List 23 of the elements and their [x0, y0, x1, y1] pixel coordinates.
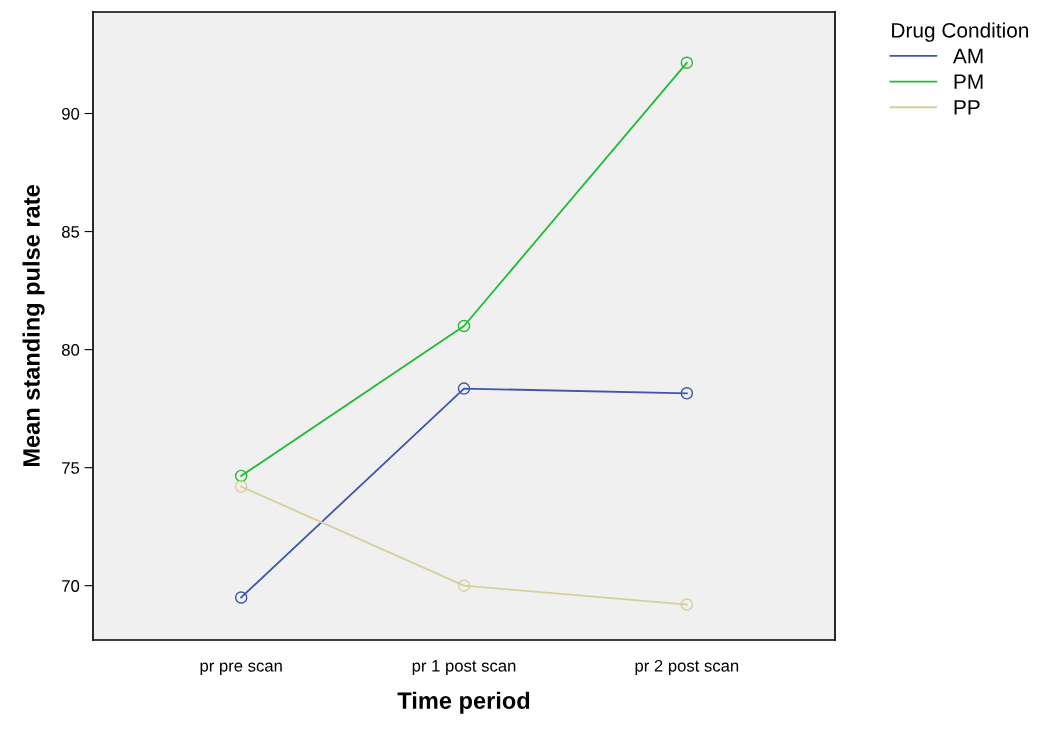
x-axis-title: Time period	[397, 691, 530, 714]
y-tick-label: 75	[62, 462, 80, 474]
point	[234, 480, 248, 493]
point	[457, 382, 471, 395]
y-axis-title: Mean standing pulse rate	[22, 185, 45, 467]
y-tick-label: 85	[61, 225, 80, 238]
x-tick-label: pr 1 post scan	[412, 660, 516, 675]
legend-title: Drug Condition	[892, 22, 1029, 42]
y-tick-label: 90	[62, 107, 80, 120]
y-tick-label: 80	[61, 344, 80, 356]
legend-label: PP	[954, 100, 980, 115]
point	[457, 579, 471, 592]
y-tick-label: 70	[62, 580, 80, 592]
point	[680, 387, 694, 400]
point	[234, 591, 248, 604]
point	[680, 56, 694, 70]
x-tick-label: pr pre scan	[200, 662, 282, 675]
legend-label: PM	[954, 74, 983, 89]
point	[457, 319, 471, 333]
point	[234, 469, 248, 483]
legend-label: AM	[952, 48, 983, 64]
x-tick-label: pr 2 post scan	[635, 659, 739, 675]
point	[680, 598, 694, 611]
